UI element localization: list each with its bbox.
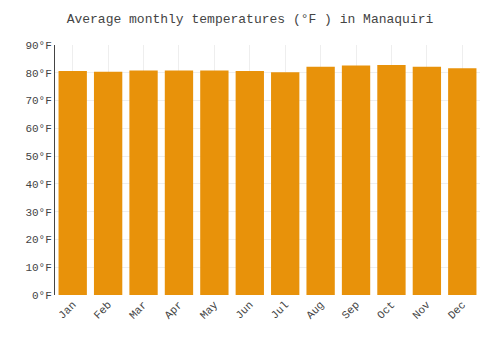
svg-text:20°F: 20°F bbox=[25, 234, 51, 246]
svg-text:10°F: 10°F bbox=[25, 262, 51, 274]
svg-text:60°F: 60°F bbox=[25, 123, 51, 135]
svg-text:Average monthly temperatures (: Average monthly temperatures (°F ) in Ma… bbox=[67, 12, 434, 27]
svg-text:Feb: Feb bbox=[92, 299, 114, 321]
svg-text:Mar: Mar bbox=[127, 299, 149, 321]
svg-text:May: May bbox=[198, 299, 221, 322]
svg-text:Jun: Jun bbox=[233, 299, 255, 321]
svg-text:30°F: 30°F bbox=[25, 207, 51, 219]
svg-text:80°F: 80°F bbox=[25, 68, 51, 80]
svg-text:0°F: 0°F bbox=[32, 290, 52, 302]
svg-text:Jan: Jan bbox=[56, 299, 78, 321]
svg-text:Jul: Jul bbox=[269, 299, 291, 321]
svg-text:40°F: 40°F bbox=[25, 179, 51, 191]
svg-text:Nov: Nov bbox=[410, 299, 433, 322]
svg-text:Dec: Dec bbox=[446, 299, 468, 321]
svg-text:Oct: Oct bbox=[375, 299, 397, 321]
svg-text:90°F: 90°F bbox=[25, 40, 51, 52]
svg-text:50°F: 50°F bbox=[25, 151, 51, 163]
svg-text:Sep: Sep bbox=[340, 299, 362, 321]
svg-text:Apr: Apr bbox=[162, 299, 184, 321]
svg-text:Aug: Aug bbox=[304, 299, 326, 321]
svg-text:70°F: 70°F bbox=[25, 95, 51, 107]
